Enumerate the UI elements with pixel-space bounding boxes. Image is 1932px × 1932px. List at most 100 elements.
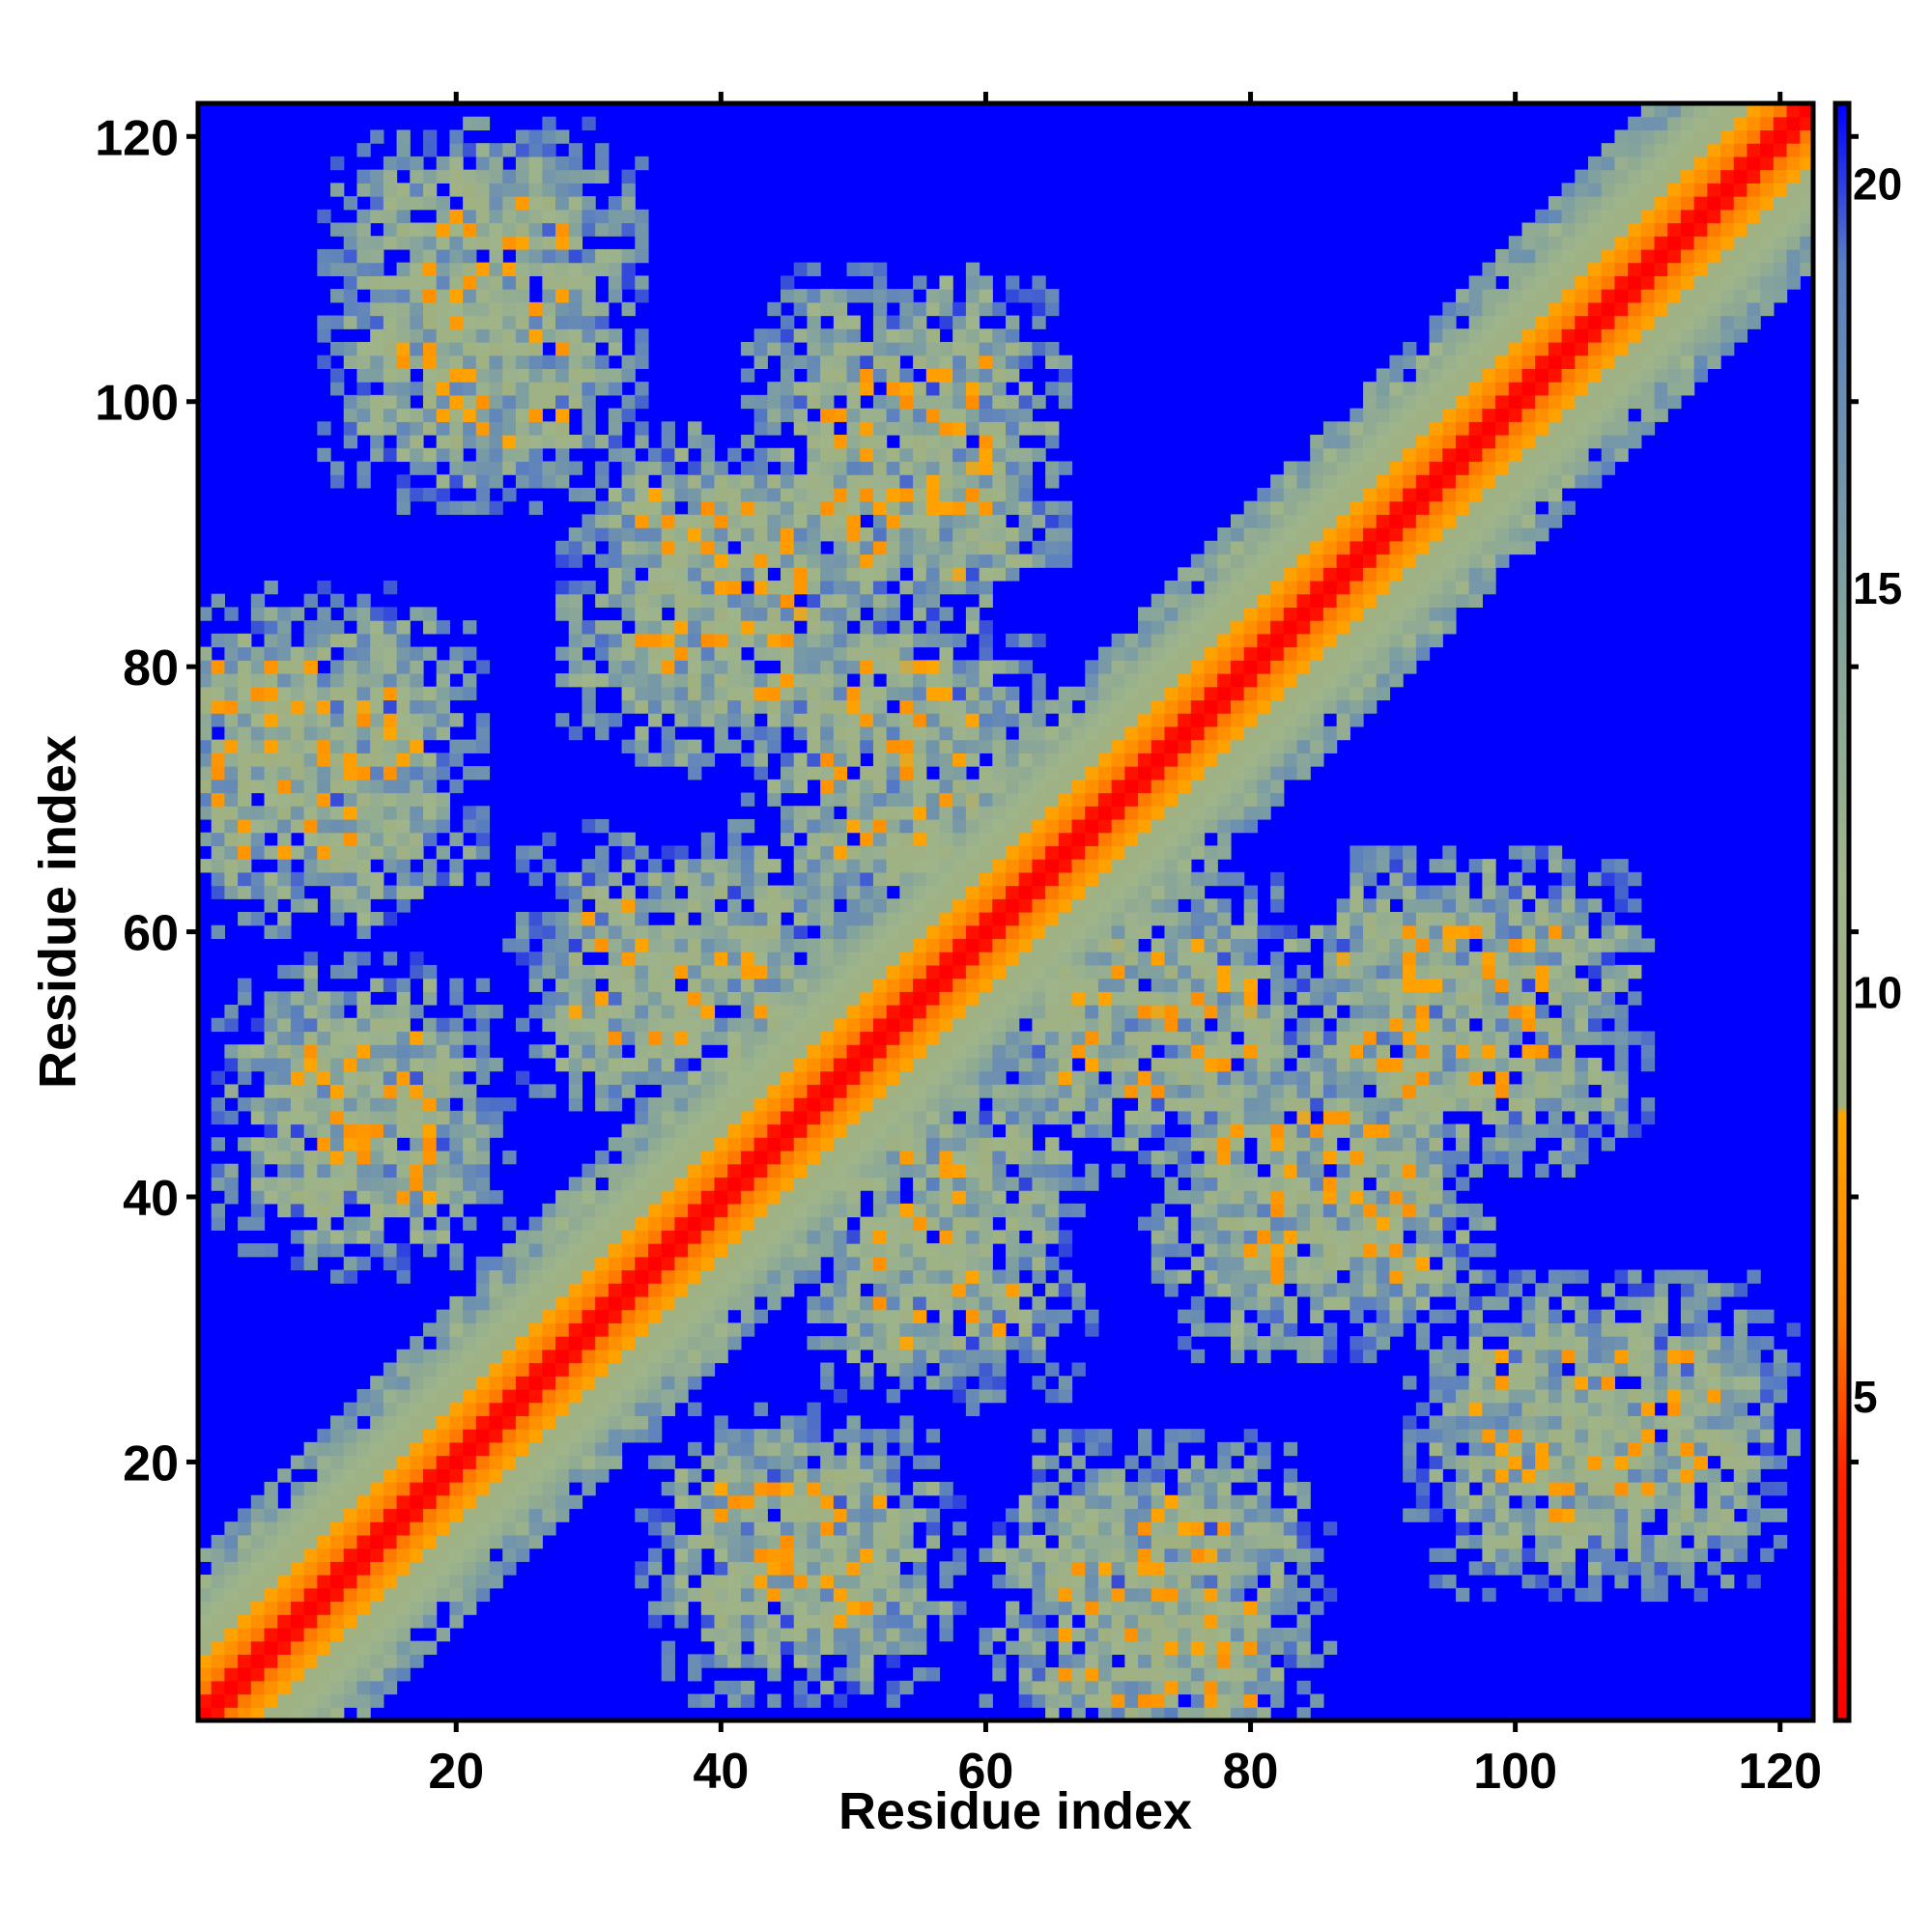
heatmap-cell	[767, 421, 781, 436]
heatmap-cell	[422, 725, 438, 741]
heatmap-cell	[700, 435, 716, 449]
heatmap-cell	[1018, 1150, 1033, 1165]
heatmap-cell	[899, 713, 914, 727]
heatmap-cell	[250, 1137, 266, 1151]
heatmap-cell	[356, 845, 371, 860]
heatmap-cell	[475, 1534, 491, 1549]
heatmap-cell	[198, 753, 213, 767]
heatmap-cell	[635, 991, 649, 1006]
heatmap-cell	[608, 673, 623, 688]
heatmap-cell	[555, 1336, 570, 1350]
heatmap-cell	[965, 1150, 980, 1165]
heatmap-cell	[502, 1216, 517, 1231]
heatmap-cell	[410, 686, 424, 701]
heatmap-cell	[370, 1548, 384, 1562]
heatmap-cell	[1032, 1587, 1046, 1603]
heatmap-cell	[1006, 527, 1020, 542]
heatmap-cell	[1032, 806, 1046, 820]
heatmap-cell	[872, 1137, 888, 1151]
heatmap-cell	[872, 368, 888, 383]
heatmap-cell	[303, 753, 318, 767]
heatmap-cell	[422, 1230, 438, 1244]
heatmap-cell	[515, 1508, 530, 1522]
heatmap-cell	[489, 394, 503, 410]
heatmap-cell	[846, 1123, 861, 1138]
heatmap-cell	[608, 540, 623, 555]
heatmap-cell	[647, 1269, 663, 1284]
heatmap-cell	[290, 1693, 305, 1708]
heatmap-cell	[899, 885, 914, 899]
heatmap-cell	[502, 1508, 517, 1522]
heatmap-cell	[952, 1283, 967, 1297]
heatmap-cell	[370, 646, 384, 661]
heatmap-cell	[807, 1005, 821, 1019]
heatmap-cell	[1045, 1388, 1060, 1404]
heatmap-cell	[621, 1429, 636, 1443]
heatmap-cell	[635, 156, 649, 171]
heatmap-cell	[872, 1177, 888, 1191]
heatmap-cell	[714, 885, 728, 899]
heatmap-cell	[303, 845, 318, 860]
heatmap-cell	[383, 1494, 398, 1510]
heatmap-cell	[542, 1256, 556, 1271]
heatmap-cell	[674, 1336, 689, 1350]
heatmap-cell	[436, 355, 450, 370]
heatmap-cell	[674, 1005, 689, 1019]
heatmap-cell	[913, 845, 927, 860]
heatmap-cell	[688, 1468, 702, 1483]
heatmap-cell	[899, 435, 914, 449]
heatmap-cell	[568, 1455, 583, 1469]
heatmap-cell	[224, 806, 239, 820]
heatmap-cell	[582, 1429, 596, 1443]
heatmap-cell	[608, 1349, 623, 1364]
heatmap-cell	[807, 341, 821, 356]
heatmap-cell	[886, 527, 900, 542]
heatmap-cell	[872, 912, 888, 926]
heatmap-cell	[542, 924, 556, 940]
heatmap-cell	[913, 1163, 927, 1179]
heatmap-cell	[370, 408, 384, 422]
heatmap-cell	[647, 991, 663, 1006]
heatmap-cell	[846, 1243, 861, 1258]
heatmap-cell	[582, 859, 596, 873]
heatmap-cell	[872, 725, 888, 741]
heatmap-cell	[198, 1627, 213, 1642]
heatmap-cell	[860, 1627, 874, 1642]
heatmap-cell	[436, 699, 450, 714]
heatmap-cell	[952, 394, 967, 410]
heatmap-cell	[436, 1482, 450, 1496]
heatmap-cell	[1032, 1190, 1046, 1205]
heatmap-cell	[688, 660, 702, 674]
heatmap-cell	[833, 991, 848, 1006]
heatmap-cell	[449, 1561, 464, 1576]
heatmap-cell	[860, 435, 874, 449]
heatmap-cell	[463, 1575, 477, 1589]
heatmap-cell	[781, 394, 795, 410]
heatmap-cell	[356, 633, 371, 648]
heatmap-cell	[303, 1203, 318, 1218]
heatmap-cell	[396, 156, 411, 171]
heatmap-cell	[1006, 991, 1020, 1006]
heatmap-cell	[198, 607, 213, 621]
heatmap-cell	[595, 593, 610, 609]
heatmap-cell	[396, 978, 411, 992]
heatmap-cell	[635, 673, 649, 688]
heatmap-cell	[303, 699, 318, 714]
heatmap-cell	[1018, 1667, 1033, 1682]
heatmap-cell	[370, 1680, 384, 1695]
heatmap-cell	[608, 593, 623, 609]
heatmap-cell	[383, 1057, 398, 1072]
heatmap-cell	[925, 1521, 941, 1536]
heatmap-cell	[410, 487, 424, 502]
heatmap-cell	[661, 1336, 675, 1350]
heatmap-cell	[714, 554, 728, 568]
heatmap-cell	[582, 248, 596, 264]
heatmap-cell	[343, 1548, 358, 1562]
heatmap-cell	[939, 487, 953, 502]
heatmap-cell	[502, 938, 517, 952]
heatmap-cell	[899, 766, 914, 781]
heatmap-cell	[647, 1137, 663, 1151]
heatmap-cell	[781, 1203, 795, 1218]
heatmap-cell	[489, 461, 503, 475]
heatmap-cell	[330, 766, 345, 781]
